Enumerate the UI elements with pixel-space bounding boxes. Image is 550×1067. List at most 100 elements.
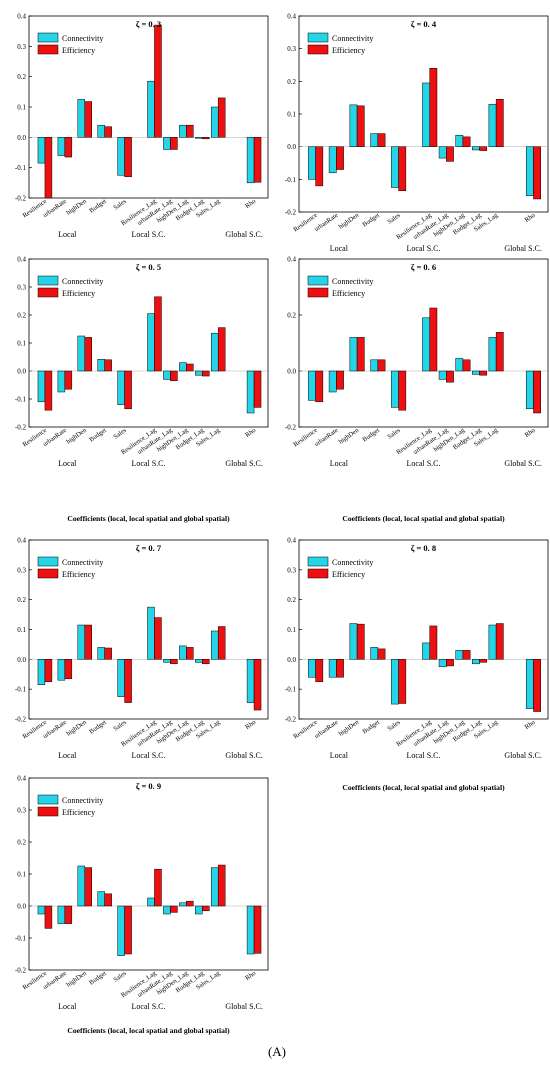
group-label: Local S.C. xyxy=(132,751,166,760)
bar-connectivity-Budget xyxy=(370,647,379,660)
bar-connectivity-highDen xyxy=(77,335,86,372)
bar-efficiency-Budget_Lag xyxy=(202,370,210,377)
bar-efficiency-urbanRate_Lag xyxy=(446,659,454,667)
bar-connectivity-urbanRate_Lag xyxy=(438,370,447,380)
bar-efficiency-Sales xyxy=(398,659,407,704)
x-tick-label: Rho xyxy=(524,719,538,731)
y-tick-label: 0.0 xyxy=(287,143,296,151)
bar-connectivity-Sales_Lag xyxy=(488,103,497,147)
legend-swatch-connectivity xyxy=(307,275,329,286)
bar-connectivity-Budget_Lag xyxy=(195,370,203,376)
y-tick-label: 0.4 xyxy=(17,256,26,264)
bar-connectivity-Sales xyxy=(391,146,399,188)
y-tick-label: 0.1 xyxy=(17,871,26,879)
coef-caption: Coefficients (local, local spatial and g… xyxy=(342,783,505,792)
bar-efficiency-Rho xyxy=(533,370,541,414)
bar-efficiency-highDen_Lag xyxy=(462,650,471,660)
chart-panel-2: -0.2-0.10.00.10.20.30.4ResilienceurbanRa… xyxy=(285,13,549,253)
bar-efficiency-highDen xyxy=(84,867,92,907)
group-label: Global S.C. xyxy=(225,459,263,468)
legend-swatch-connectivity xyxy=(37,32,59,43)
bar-efficiency-Sales xyxy=(124,659,132,703)
bar-efficiency-Resilience xyxy=(44,905,53,929)
bar-connectivity-Resilience_Lag xyxy=(147,606,155,660)
bar-efficiency-urbanRate xyxy=(336,370,344,390)
bar-efficiency-Sales xyxy=(124,905,132,955)
bar-connectivity-highDen xyxy=(77,99,86,138)
x-tick-label: highDen xyxy=(65,427,88,446)
bar-efficiency-Resilience_Lag xyxy=(154,617,162,660)
x-tick-label: Sales xyxy=(386,427,402,441)
bar-efficiency-Budget_Lag xyxy=(479,370,488,376)
y-tick-label: -0.1 xyxy=(15,686,27,694)
bar-connectivity-urbanRate xyxy=(328,370,337,393)
legend-label-efficiency: Efficiency xyxy=(332,289,365,298)
chart-title: ζ = 0. 5 xyxy=(136,262,161,272)
bar-efficiency-Rho xyxy=(533,146,541,200)
bar-connectivity-highDen_Lag xyxy=(455,134,464,147)
bar-connectivity-Budget_Lag xyxy=(472,370,480,375)
legend-swatch-efficiency xyxy=(37,568,59,579)
legend-label-connectivity: Connectivity xyxy=(332,277,373,286)
legend-swatch-efficiency xyxy=(307,44,329,55)
bar-efficiency-urbanRate_Lag xyxy=(170,659,178,665)
x-tick-label: Budget xyxy=(88,970,108,987)
bar-efficiency-Sales xyxy=(124,137,132,178)
x-tick-label: Budget xyxy=(88,198,108,215)
x-tick-label: Budget xyxy=(361,427,381,444)
coef-caption: Coefficients (local, local spatial and g… xyxy=(67,1026,230,1035)
legend-label-efficiency: Efficiency xyxy=(332,570,365,579)
bar-connectivity-urbanRate xyxy=(57,370,66,393)
bar-efficiency-Budget xyxy=(377,648,386,660)
y-tick-label: -0.1 xyxy=(15,935,27,943)
bar-connectivity-Resilience xyxy=(37,370,46,403)
bar-efficiency-highDen xyxy=(84,101,92,138)
bar-connectivity-Resilience xyxy=(308,659,316,678)
x-tick-label: Rho xyxy=(244,427,258,439)
bar-connectivity-Resilience_Lag xyxy=(147,80,155,138)
y-tick-label: -0.1 xyxy=(15,164,27,172)
bar-efficiency-highDen_Lag xyxy=(186,124,194,138)
chart-title: ζ = 0. 6 xyxy=(411,262,436,272)
bar-connectivity-Budget_Lag xyxy=(195,137,203,139)
figure-label: (A) xyxy=(267,1044,287,1059)
x-tick-label: highDen xyxy=(338,427,361,446)
x-tick-label: Budget xyxy=(88,719,108,736)
bar-efficiency-urbanRate_Lag xyxy=(170,137,178,150)
group-label: Local xyxy=(58,459,77,468)
y-tick-label: -0.1 xyxy=(15,396,27,404)
bar-efficiency-Budget_Lag xyxy=(479,659,488,663)
bar-connectivity-Rho xyxy=(246,370,255,414)
y-tick-label: 0.4 xyxy=(17,13,26,21)
bar-efficiency-urbanRate_Lag xyxy=(170,370,178,382)
bar-efficiency-highDen xyxy=(84,337,92,372)
x-tick-label: Rho xyxy=(524,212,538,224)
plot-frame xyxy=(28,777,269,971)
y-tick-label: -0.2 xyxy=(285,209,297,217)
bar-connectivity-Resilience xyxy=(37,659,46,685)
x-tick-label: highDen xyxy=(65,970,88,989)
y-tick-label: 0.4 xyxy=(287,537,296,545)
bar-efficiency-Budget_Lag xyxy=(202,905,210,912)
y-tick-label: -0.2 xyxy=(15,195,27,203)
y-tick-label: 0.4 xyxy=(17,775,26,783)
y-tick-label: 0.2 xyxy=(287,78,296,86)
x-tick-label: Rho xyxy=(524,427,538,439)
x-tick-label: Budget xyxy=(361,719,381,736)
x-tick-label: Rho xyxy=(244,719,258,731)
bar-connectivity-highDen_Lag xyxy=(455,650,464,660)
bar-connectivity-urbanRate xyxy=(57,137,66,156)
bar-connectivity-Rho xyxy=(246,905,255,955)
group-label: Global S.C. xyxy=(504,459,542,468)
group-label: Local xyxy=(58,1002,77,1011)
coef-caption: Coefficients (local, local spatial and g… xyxy=(342,514,505,523)
bar-connectivity-Budget xyxy=(97,891,105,907)
bar-connectivity-urbanRate_Lag xyxy=(163,659,171,663)
y-tick-label: -0.2 xyxy=(15,967,27,975)
bar-connectivity-Budget xyxy=(97,124,105,138)
legend-swatch-connectivity xyxy=(307,32,329,43)
bar-connectivity-Resilience xyxy=(37,905,46,915)
bar-connectivity-Sales_Lag xyxy=(488,624,497,660)
legend-label-connectivity: Connectivity xyxy=(62,277,103,286)
bar-connectivity-urbanRate_Lag xyxy=(163,137,171,150)
